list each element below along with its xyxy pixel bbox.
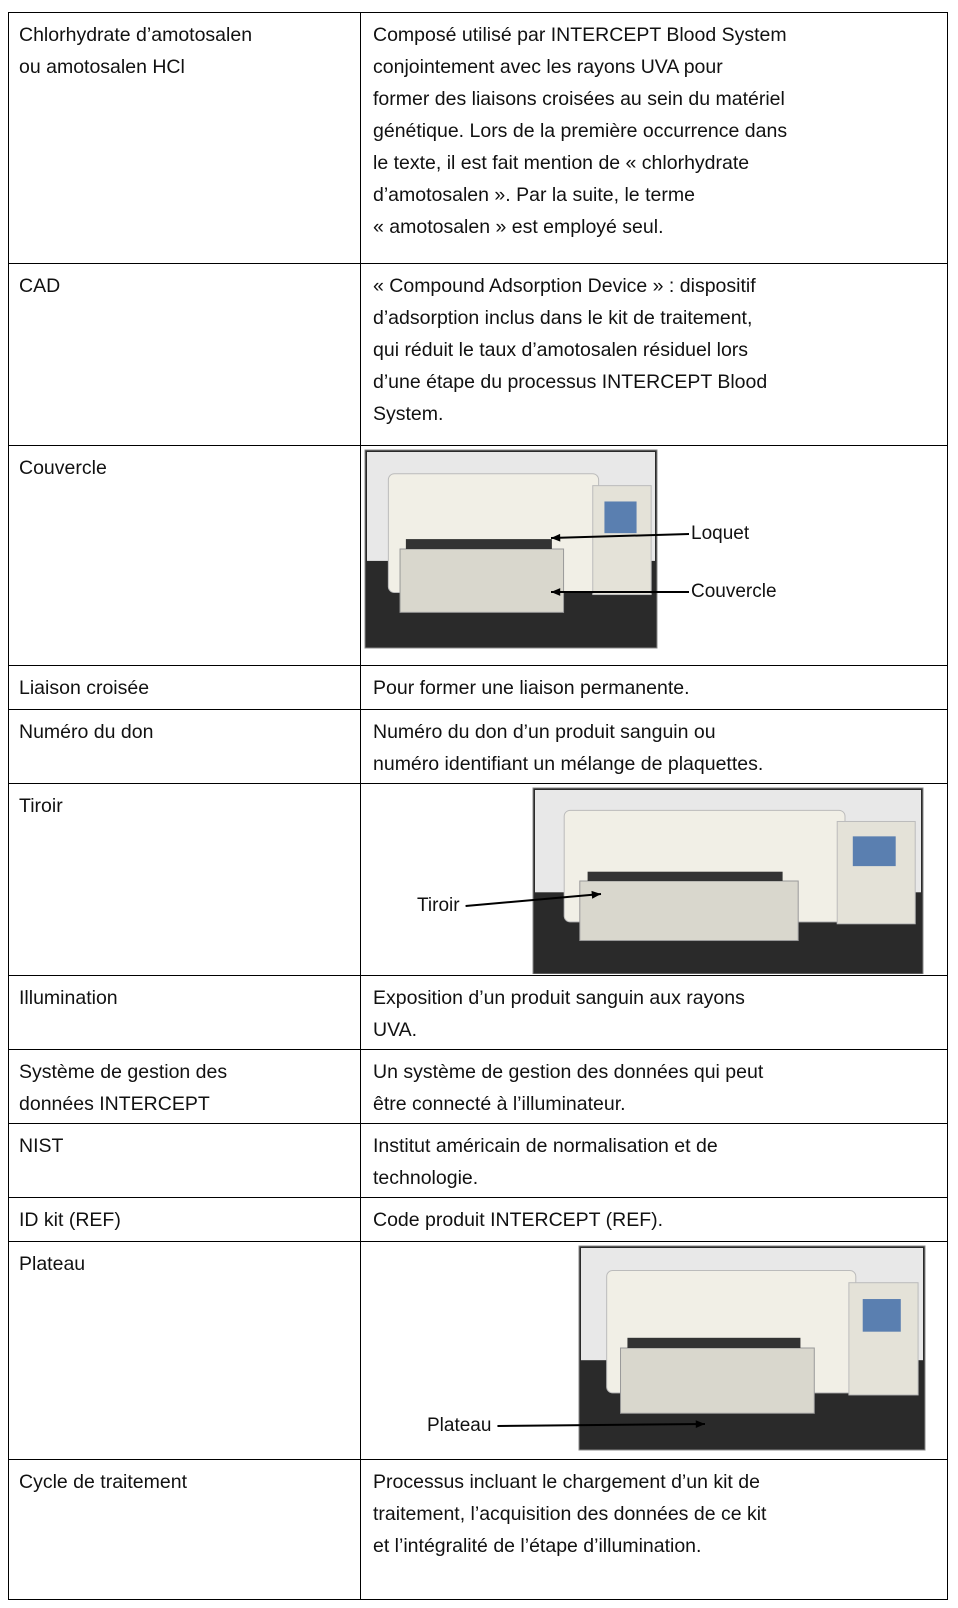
callout-label: Couvercle bbox=[691, 581, 777, 602]
term-cell: Illumination bbox=[9, 976, 361, 1049]
definition-cell: Composé utilisé par INTERCEPT Blood Syst… bbox=[361, 13, 947, 263]
arrow-head bbox=[591, 890, 601, 899]
term-cell: Tiroir bbox=[9, 784, 361, 975]
term-text: Chlorhydrate d’amotosalen bbox=[19, 24, 253, 46]
term-text: Tiroir bbox=[19, 795, 63, 817]
term-cell: Système de gestion des données INTERCEPT bbox=[9, 1050, 361, 1123]
term-text: Couvercle bbox=[19, 457, 107, 479]
definition-text: d’adsorption inclus dans le kit de trait… bbox=[373, 307, 753, 329]
table-row: Numéro du don Numéro du don d’un produit … bbox=[8, 710, 948, 784]
term-text: Système de gestion des bbox=[19, 1061, 228, 1083]
definition-cell: Un système de gestion des données qui pe… bbox=[361, 1050, 947, 1123]
definition-text: former des liaisons croisées au sein du … bbox=[373, 88, 785, 110]
arrow-head bbox=[551, 533, 561, 542]
table-row: CAD « Compound Adsorption Device » : disp… bbox=[8, 264, 948, 446]
device-drawer bbox=[399, 548, 565, 613]
definition-text: être connecté à l’illuminateur. bbox=[373, 1093, 626, 1115]
definition-cell: Processus incluant le chargement d’un ki… bbox=[361, 1460, 947, 1599]
device-screen bbox=[862, 1299, 901, 1332]
definition-text: Numéro du don d’un produit sanguin ou bbox=[373, 721, 716, 743]
definition-cell: « Compound Adsorption Device » : disposi… bbox=[361, 264, 947, 445]
callout-label: Plateau bbox=[427, 1415, 491, 1436]
term-cell: Couvercle bbox=[9, 446, 361, 665]
definition-text: Processus incluant le chargement d’un ki… bbox=[373, 1471, 760, 1493]
arrow-head bbox=[695, 1420, 705, 1428]
table-row: NIST Institut américain de normalisation … bbox=[8, 1124, 948, 1198]
glossary-table: Chlorhydrate d’amotosalen ou amotosalen H… bbox=[8, 12, 948, 1600]
device-drawer bbox=[579, 880, 799, 942]
term-cell: ID kit (REF) bbox=[9, 1198, 361, 1241]
term-text: ID kit (REF) bbox=[19, 1209, 121, 1231]
term-cell: Cycle de traitement bbox=[9, 1460, 361, 1599]
term-cell: NIST bbox=[9, 1124, 361, 1197]
definition-text: Pour former une liaison permanente. bbox=[373, 677, 690, 699]
definition-text: Code produit INTERCEPT (REF). bbox=[373, 1209, 664, 1231]
table-row: Cycle de traitement Processus incluant le… bbox=[8, 1460, 948, 1600]
term-cell: CAD bbox=[9, 264, 361, 445]
table-row: Plateau Plateau bbox=[8, 1242, 948, 1460]
illustration: Tiroir bbox=[417, 787, 924, 975]
definition-text: Institut américain de normalisation et d… bbox=[373, 1135, 718, 1157]
definition-text: UVA. bbox=[373, 1019, 418, 1041]
definition-text: conjointement avec les rayons UVA pour bbox=[373, 56, 723, 78]
definition-text: System. bbox=[373, 403, 444, 425]
definition-text: d’une étape du processus INTERCEPT Blood bbox=[373, 371, 768, 393]
definition-text: génétique. Lors de la première occurrenc… bbox=[373, 120, 788, 142]
definition-text: Composé utilisé par INTERCEPT Blood Syst… bbox=[373, 24, 787, 46]
term-text: Cycle de traitement bbox=[19, 1471, 187, 1493]
definition-cell: Tiroir bbox=[361, 784, 947, 975]
definition-text: Exposition d’un produit sanguin aux rayo… bbox=[373, 987, 745, 1009]
definition-cell: Code produit INTERCEPT (REF). bbox=[361, 1198, 947, 1241]
term-cell: Chlorhydrate d’amotosalen ou amotosalen H… bbox=[9, 13, 361, 263]
definition-cell: Exposition d’un produit sanguin aux rayo… bbox=[361, 976, 947, 1049]
term-text: données INTERCEPT bbox=[19, 1093, 210, 1115]
definition-cell: Loquet Couvercle bbox=[361, 446, 947, 665]
definition-text: traitement, l’acquisition des données de… bbox=[373, 1503, 767, 1525]
device-slot bbox=[587, 871, 783, 881]
table-row: Liaison croisée Pour former une liaison p… bbox=[8, 666, 948, 710]
device-screen bbox=[852, 836, 896, 867]
term-cell: Plateau bbox=[9, 1242, 361, 1459]
table-row: ID kit (REF) Code produit INTERCEPT (REF)… bbox=[8, 1198, 948, 1242]
term-text: ou amotosalen HCl bbox=[19, 56, 185, 78]
callout-arrow bbox=[550, 533, 690, 539]
definition-text: d’amotosalen ». Par la suite, le terme bbox=[373, 184, 695, 206]
definition-cell: Plateau bbox=[361, 1242, 947, 1459]
callout-label: Loquet bbox=[691, 523, 750, 544]
device-slot bbox=[405, 539, 552, 549]
term-text: Illumination bbox=[19, 987, 118, 1009]
table-row: Tiroir Tiroir bbox=[8, 784, 948, 976]
device-screen bbox=[604, 501, 637, 534]
term-cell: Liaison croisée bbox=[9, 666, 361, 709]
term-text: Plateau bbox=[19, 1253, 86, 1275]
definition-text: technologie. bbox=[373, 1167, 479, 1189]
definition-text: le texte, il est fait mention de « chlor… bbox=[373, 152, 750, 174]
definition-cell: Pour former une liaison permanente. bbox=[361, 666, 947, 709]
term-text: Numéro du don bbox=[19, 721, 154, 743]
term-text: CAD bbox=[19, 275, 61, 297]
definition-cell: Numéro du don d’un produit sanguin ou num… bbox=[361, 710, 947, 783]
definition-text: qui réduit le taux d’amotosalen résiduel… bbox=[373, 339, 749, 361]
definition-text: « Compound Adsorption Device » : disposi… bbox=[373, 275, 756, 297]
arrow-head bbox=[551, 588, 561, 596]
term-cell: Numéro du don bbox=[9, 710, 361, 783]
definition-text: Un système de gestion des données qui pe… bbox=[373, 1061, 764, 1083]
definition-text: numéro identifiant un mélange de plaquet… bbox=[373, 753, 764, 775]
definition-cell: Institut américain de normalisation et d… bbox=[361, 1124, 947, 1197]
table-row: Chlorhydrate d’amotosalen ou amotosalen H… bbox=[8, 12, 948, 264]
table-row: Système de gestion des données INTERCEPT U… bbox=[8, 1050, 948, 1124]
callout-arrow bbox=[465, 893, 602, 907]
device-slot bbox=[627, 1337, 801, 1348]
callout-label: Tiroir bbox=[417, 895, 460, 916]
term-text: NIST bbox=[19, 1135, 64, 1157]
definition-text: « amotosalen » est employé seul. bbox=[373, 216, 664, 238]
illustration: Loquet Couvercle bbox=[364, 449, 777, 649]
device-drawer bbox=[620, 1347, 815, 1414]
callout-arrow bbox=[497, 1423, 706, 1427]
illustration: Plateau bbox=[427, 1245, 926, 1451]
term-text: Liaison croisée bbox=[19, 677, 150, 699]
table-row: Couvercle Loquet Couvercle bbox=[8, 446, 948, 666]
table-row: Illumination Exposition d’un produit sang… bbox=[8, 976, 948, 1050]
definition-text: et l’intégralité de l’étape d’illuminati… bbox=[373, 1535, 702, 1557]
